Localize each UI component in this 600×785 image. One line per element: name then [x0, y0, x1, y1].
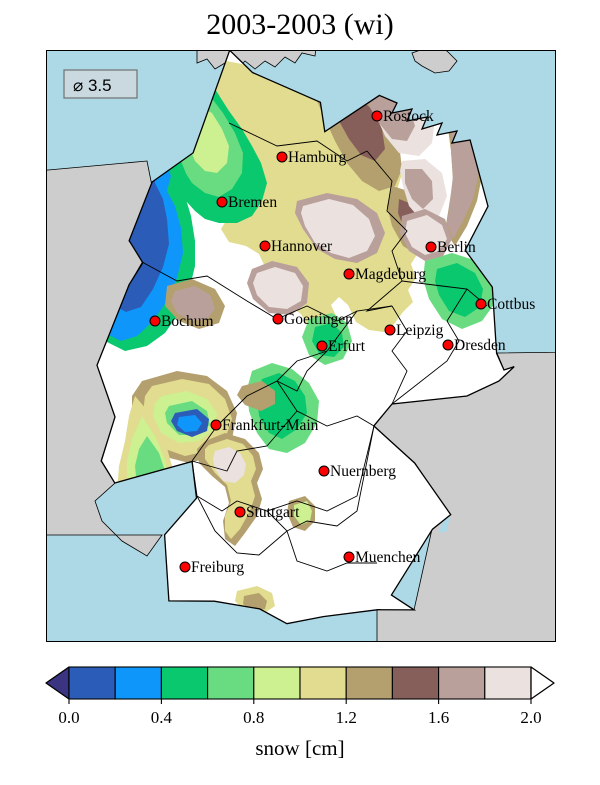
- svg-text:2.0: 2.0: [520, 708, 541, 727]
- svg-text:Frankfurt-Main: Frankfurt-Main: [222, 417, 319, 434]
- svg-text:Freiburg: Freiburg: [191, 559, 244, 576]
- svg-text:Bremen: Bremen: [228, 194, 277, 211]
- svg-text:Muenchen: Muenchen: [355, 549, 421, 566]
- svg-text:1.6: 1.6: [428, 708, 449, 727]
- svg-text:1.2: 1.2: [336, 708, 357, 727]
- svg-text:0.8: 0.8: [243, 708, 264, 727]
- svg-text:Erfurt: Erfurt: [328, 338, 366, 355]
- svg-text:Magdeburg: Magdeburg: [355, 266, 426, 283]
- svg-text:Hamburg: Hamburg: [288, 149, 347, 166]
- svg-text:snow [cm]: snow [cm]: [255, 736, 344, 760]
- svg-text:Leipzig: Leipzig: [396, 322, 444, 339]
- svg-text:Rostock: Rostock: [383, 108, 434, 125]
- svg-text:Goettingen: Goettingen: [284, 311, 353, 328]
- svg-text:Bochum: Bochum: [161, 313, 214, 330]
- svg-text:Cottbus: Cottbus: [487, 296, 535, 313]
- svg-text:Nuernberg: Nuernberg: [330, 463, 396, 480]
- svg-text:Dresden: Dresden: [454, 337, 506, 354]
- svg-text:Hannover: Hannover: [271, 238, 333, 255]
- svg-text:⌀ 3.5: ⌀ 3.5: [73, 76, 112, 95]
- svg-text:0.4: 0.4: [151, 708, 173, 727]
- svg-text:Berlin: Berlin: [437, 239, 476, 256]
- svg-text:0.0: 0.0: [58, 708, 79, 727]
- svg-text:Stuttgart: Stuttgart: [246, 504, 300, 521]
